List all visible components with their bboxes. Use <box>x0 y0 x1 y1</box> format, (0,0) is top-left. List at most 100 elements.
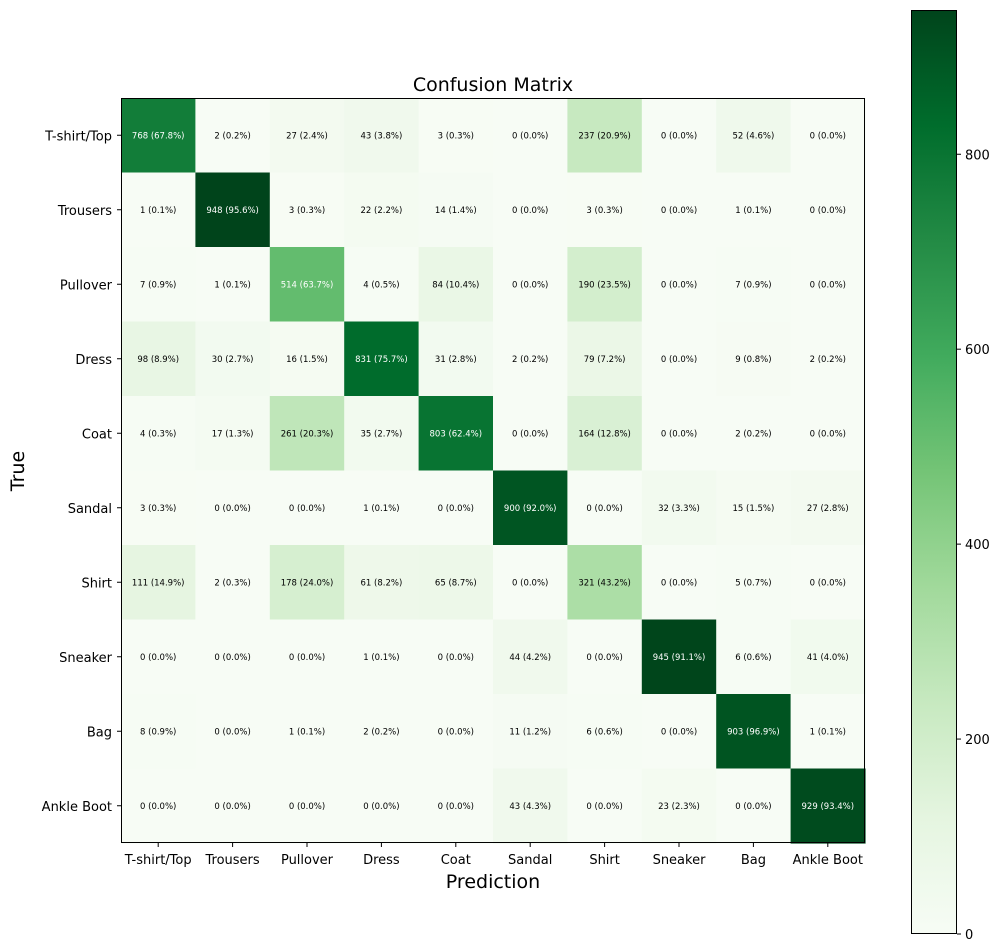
heatmap-cell-r7-c7 <box>641 619 717 695</box>
heatmap-cell-r5-c5 <box>493 470 568 546</box>
cell-label-r3-c0: 98 (8.9%) <box>137 355 179 365</box>
cell-label-r8-c5: 11 (1.2%) <box>509 727 551 737</box>
cell-label-r4-c7: 0 (0.0%) <box>661 429 697 439</box>
colorbar-tick-label-800: 800 <box>965 148 990 163</box>
heatmap-cell-r0-c0 <box>121 98 196 174</box>
cell-label-r0-c6: 237 (20.9%) <box>578 131 631 141</box>
heatmap-cell-r1-c9 <box>790 172 866 248</box>
cell-label-r7-c3: 1 (0.1%) <box>363 653 399 663</box>
heatmap-cell-r3-c7 <box>641 321 717 397</box>
heatmap-cell-r8-c5 <box>493 694 568 770</box>
colorbar-tick-label-600: 600 <box>965 343 990 358</box>
cell-label-r8-c4: 0 (0.0%) <box>438 727 474 737</box>
heatmap-cell-r9-c7 <box>641 768 717 844</box>
cell-label-r6-c9: 0 (0.0%) <box>810 578 846 588</box>
heatmap-cell-r2-c8 <box>716 247 792 323</box>
cell-label-r3-c6: 79 (7.2%) <box>584 355 626 365</box>
heatmap-cell-r9-c3 <box>344 768 420 844</box>
cell-label-r7-c5: 44 (4.2%) <box>509 653 551 663</box>
heatmap-cell-r2-c2 <box>269 247 345 323</box>
cell-label-r3-c7: 0 (0.0%) <box>661 355 697 365</box>
cell-label-r1-c5: 0 (0.0%) <box>512 206 548 216</box>
heatmap-cell-r6-c4 <box>418 545 494 621</box>
cell-label-r2-c8: 7 (0.9%) <box>735 280 771 290</box>
heatmap-cell-r9-c8 <box>716 768 792 844</box>
cell-label-r7-c2: 0 (0.0%) <box>289 653 325 663</box>
cell-label-r0-c2: 27 (2.4%) <box>286 131 328 141</box>
y-axis-ticks: T-shirt/Top Trousers Pullover Dress Coat Sand… <box>42 129 121 815</box>
heatmap-cell-r2-c1 <box>195 247 271 323</box>
cell-label-r8-c8: 903 (96.9%) <box>727 727 780 737</box>
heatmap-cell-r8-c8 <box>716 694 792 770</box>
cell-label-r6-c1: 2 (0.3%) <box>214 578 250 588</box>
cell-label-r7-c0: 0 (0.0%) <box>140 653 176 663</box>
cell-label-r8-c3: 2 (0.2%) <box>363 727 399 737</box>
cell-label-r2-c3: 4 (0.5%) <box>363 280 399 290</box>
cell-label-r4-c2: 261 (20.3%) <box>281 429 334 439</box>
cell-label-r6-c6: 321 (43.2%) <box>578 578 631 588</box>
heatmap-cell-r3-c6 <box>567 321 643 397</box>
cell-label-r0-c4: 3 (0.3%) <box>438 131 474 141</box>
heatmap-cell-r3-c5 <box>493 321 568 397</box>
heatmap-cell-r5-c8 <box>716 470 792 546</box>
heatmap-cell-r2-c0 <box>121 247 196 323</box>
cell-label-r9-c2: 0 (0.0%) <box>289 802 325 812</box>
x-tick-label-trousers: Trousers <box>205 853 260 868</box>
cell-label-r3-c1: 30 (2.7%) <box>212 355 254 365</box>
x-tick-label-shirt: Shirt <box>589 853 620 868</box>
heatmap-cell-r5-c7 <box>641 470 717 546</box>
cell-label-r7-c8: 6 (0.6%) <box>735 653 771 663</box>
colorbar-tick-label-200: 200 <box>965 733 990 748</box>
cell-label-r6-c0: 111 (14.9%) <box>132 578 185 588</box>
heatmap-cell-r7-c0 <box>121 619 196 695</box>
cell-label-r6-c2: 178 (24.0%) <box>281 578 334 588</box>
colorbar-ticks: 0 200 400 600 800 <box>957 148 990 943</box>
cell-label-r1-c6: 3 (0.3%) <box>586 206 622 216</box>
heatmap-cell-r8-c6 <box>567 694 643 770</box>
heatmap-cell-r6-c1 <box>195 545 271 621</box>
cell-label-r3-c3: 831 (75.7%) <box>355 355 408 365</box>
cell-label-r0-c0: 768 (67.8%) <box>132 131 185 141</box>
cell-label-r1-c2: 3 (0.3%) <box>289 206 325 216</box>
heatmap-cell-r2-c5 <box>493 247 568 323</box>
heatmap-cell-r6-c6 <box>567 545 643 621</box>
cell-label-r7-c9: 41 (4.0%) <box>807 653 849 663</box>
heatmap-cell-r1-c2 <box>269 172 345 248</box>
heatmap-cell-r6-c9 <box>790 545 866 621</box>
cell-label-r8-c1: 0 (0.0%) <box>214 727 250 737</box>
heatmap-cell-r2-c6 <box>567 247 643 323</box>
heatmap-cell-r3-c4 <box>418 321 494 397</box>
cell-label-r4-c4: 803 (62.4%) <box>430 429 483 439</box>
heatmap-cell-r1-c6 <box>567 172 643 248</box>
x-tick-label-dress: Dress <box>363 853 400 868</box>
cell-label-r7-c7: 945 (91.1%) <box>653 653 706 663</box>
heatmap-cell-r7-c1 <box>195 619 271 695</box>
y-tick-label-coat: Coat <box>82 427 112 442</box>
heatmap-cell-r7-c8 <box>716 619 792 695</box>
heatmap-cell-r3-c0 <box>121 321 196 397</box>
heatmap-cell-r8-c3 <box>344 694 420 770</box>
heatmap-cell-r5-c2 <box>269 470 345 546</box>
heatmap-cell-r5-c6 <box>567 470 643 546</box>
heatmap-cell-r5-c4 <box>418 470 494 546</box>
heatmap-cell-r6-c3 <box>344 545 420 621</box>
y-tick-label-bag: Bag <box>87 725 112 740</box>
heatmap-cell-r4-c1 <box>195 396 271 472</box>
heatmap-cell-r0-c2 <box>269 98 345 174</box>
x-tick-label-t-shirt-top: T-shirt/Top <box>124 853 192 868</box>
heatmap-cell-r3-c8 <box>716 321 792 397</box>
heatmap-cell-r7-c5 <box>493 619 568 695</box>
heatmap-cell-r7-c6 <box>567 619 643 695</box>
cell-label-r6-c7: 0 (0.0%) <box>661 578 697 588</box>
y-tick-label-sneaker: Sneaker <box>59 651 113 666</box>
cell-label-r4-c1: 17 (1.3%) <box>212 429 254 439</box>
cell-label-r5-c7: 32 (3.3%) <box>658 504 700 514</box>
heatmap-cell-r1-c7 <box>641 172 717 248</box>
heatmap-cell-r5-c1 <box>195 470 271 546</box>
heatmap-cell-r9-c6 <box>567 768 643 844</box>
cell-label-r8-c2: 1 (0.1%) <box>289 727 325 737</box>
y-tick-label-shirt: Shirt <box>81 576 112 591</box>
y-tick-label-dress: Dress <box>75 353 112 368</box>
cell-label-r1-c0: 1 (0.1%) <box>140 206 176 216</box>
